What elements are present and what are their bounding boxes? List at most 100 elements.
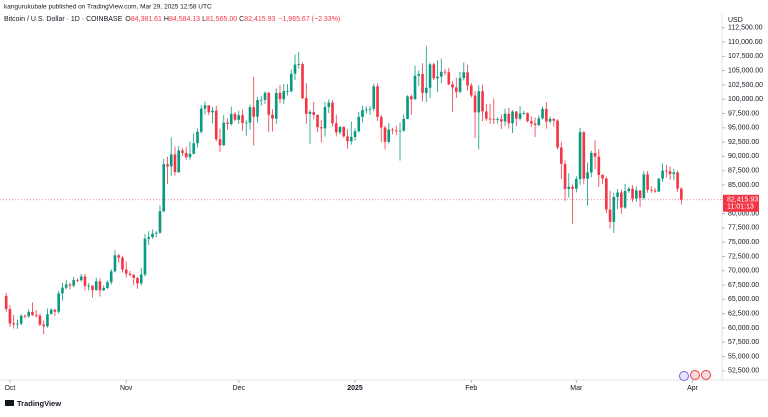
candle-body xyxy=(413,75,417,100)
candle-body xyxy=(586,172,589,179)
candle-body xyxy=(46,314,49,327)
candle-body xyxy=(49,309,53,315)
candle-body xyxy=(668,171,672,175)
candle-body xyxy=(387,129,391,142)
candle-body xyxy=(511,111,514,124)
candle-body xyxy=(680,188,683,200)
y-tick-label: 95,000.00 xyxy=(728,125,759,132)
candle-body xyxy=(567,186,571,189)
candle-body xyxy=(338,126,342,133)
candle-body xyxy=(203,105,207,109)
candle-body xyxy=(398,130,402,132)
candle-body xyxy=(132,274,136,278)
y-tick-label: 55,000.00 xyxy=(728,353,759,360)
candle-body xyxy=(605,178,608,210)
candle-body xyxy=(657,178,661,192)
y-tick-label: 62,500.00 xyxy=(728,311,759,318)
candle-body xyxy=(12,323,16,325)
attribution: kangurukubale published on TradingView.c… xyxy=(4,4,212,11)
candle-body xyxy=(409,96,413,100)
candle-body xyxy=(61,287,64,294)
candle-body xyxy=(597,156,601,175)
candle-body xyxy=(233,113,237,120)
candle-body xyxy=(646,174,649,190)
candle-body xyxy=(31,311,34,316)
candle-body xyxy=(327,102,331,107)
candle-body xyxy=(316,114,319,128)
candle-body xyxy=(436,76,439,79)
candle-body xyxy=(319,127,323,129)
candle-body xyxy=(342,126,346,137)
candle-body xyxy=(383,127,387,142)
candle-body xyxy=(308,112,312,114)
candle-body xyxy=(469,85,473,96)
candle-body xyxy=(379,116,383,128)
ohlc-value: 84,584.13 xyxy=(169,16,200,23)
candle-body xyxy=(263,92,267,100)
candle-body xyxy=(117,255,121,258)
candle-body xyxy=(16,323,19,325)
symbol-title: Bitcoin / U.S. Dollar · 1D · COINBASE xyxy=(4,16,123,23)
candle-body xyxy=(143,238,147,275)
candle-body xyxy=(627,188,631,191)
candle-body xyxy=(556,120,559,148)
y-tick-label: 112,500.00 xyxy=(728,25,763,32)
candle-body xyxy=(665,170,668,172)
candle-body xyxy=(94,281,98,290)
candle-body xyxy=(368,108,372,110)
candle-body xyxy=(237,115,241,120)
candle-body xyxy=(293,64,297,74)
candle-body xyxy=(38,315,42,325)
candle-body xyxy=(244,122,248,124)
candle-body xyxy=(424,87,428,93)
candle-body xyxy=(98,281,102,291)
y-tick-label: 107,500.00 xyxy=(728,53,763,60)
candle-body xyxy=(466,72,469,86)
candle-body xyxy=(4,295,8,310)
candle-body xyxy=(661,170,664,179)
candle-body xyxy=(91,285,94,290)
candle-body xyxy=(19,315,23,324)
candle-body xyxy=(496,119,499,121)
candle-body xyxy=(106,282,109,288)
x-tick-label: Nov xyxy=(120,385,133,392)
candle-body xyxy=(563,163,567,189)
candle-body xyxy=(128,273,132,275)
candle-body xyxy=(207,105,211,113)
flag-icons xyxy=(679,370,711,381)
candle-body xyxy=(289,73,293,92)
candle-body xyxy=(394,130,398,132)
candle-body xyxy=(473,95,477,113)
candle-body xyxy=(443,71,447,73)
candle-body xyxy=(578,132,582,179)
ohlc-value: 84,381.61 xyxy=(131,16,162,23)
candle-body xyxy=(653,190,657,192)
candle-body xyxy=(638,190,642,199)
legend-text: Bitcoin / U.S. Dollar · 1D · COINBASE O84… xyxy=(4,16,340,23)
brand-logo: TradingView xyxy=(5,399,61,408)
y-tick-label: 77,500.00 xyxy=(728,225,759,232)
candle-body xyxy=(184,152,188,158)
candle-body xyxy=(222,122,226,146)
x-tick-label: Feb xyxy=(465,385,477,392)
candle-body xyxy=(124,269,128,274)
candle-body xyxy=(274,92,278,119)
candle-body xyxy=(136,277,139,284)
candle-body xyxy=(477,91,481,113)
candle-body xyxy=(323,106,327,129)
candle-body xyxy=(499,119,503,122)
candle-body xyxy=(593,152,597,157)
brand: TradingView xyxy=(17,399,61,408)
y-tick-label: 60,000.00 xyxy=(728,325,759,332)
ohlc-key: O xyxy=(125,16,131,23)
x-tick-label: Apr xyxy=(687,385,699,392)
candle-body xyxy=(229,113,233,125)
candle-body xyxy=(402,118,406,131)
candle-body xyxy=(631,188,634,199)
y-tick-label: 87,500.00 xyxy=(728,168,759,175)
y-tick-label: 57,500.00 xyxy=(728,339,759,346)
candle-body xyxy=(188,153,192,158)
candle-body xyxy=(154,232,158,234)
candle-body xyxy=(451,84,454,88)
y-tick-label: 97,500.00 xyxy=(728,110,759,117)
